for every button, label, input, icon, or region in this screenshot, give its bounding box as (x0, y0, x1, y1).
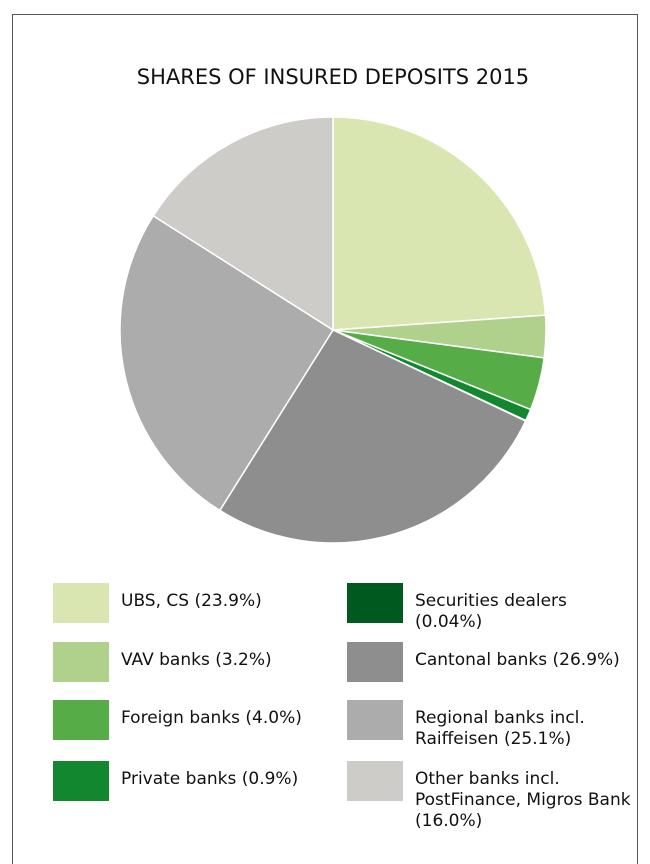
legend-swatch (53, 700, 109, 740)
legend-label: Foreign banks (4.0%) (121, 708, 302, 728)
legend-label: Cantonal banks (26.9%) (415, 650, 620, 670)
legend-item: VAV banks (3.2%) (53, 642, 338, 682)
legend-item: Cantonal banks (26.9%) (347, 642, 637, 682)
frame (12, 14, 638, 864)
legend-swatch (347, 700, 403, 740)
legend-swatch (53, 761, 109, 801)
pie-slice (218, 329, 527, 544)
legend-swatch (347, 761, 403, 801)
pie-slice (119, 214, 335, 512)
legend-item: Regional banks incl. Raiffeisen (25.1%) (347, 700, 637, 750)
legend-item: Other banks incl. PostFinance, Migros Ba… (347, 761, 637, 832)
legend-swatch (347, 642, 403, 682)
legend-label: UBS, CS (23.9%) (121, 591, 262, 611)
legend-item: UBS, CS (23.9%) (53, 583, 338, 623)
legend-swatch (347, 583, 403, 623)
legend-label: Other banks incl. PostFinance, Migros Ba… (415, 769, 631, 831)
legend-label: Securities dealers (0.04%) (415, 591, 567, 632)
legend-label: VAV banks (3.2%) (121, 650, 272, 670)
legend-label: Private banks (0.9%) (121, 769, 299, 789)
legend-item: Securities dealers (0.04%) (347, 583, 637, 633)
legend-item: Foreign banks (4.0%) (53, 700, 338, 740)
legend-swatch (53, 583, 109, 623)
chart-title: SHARES OF INSURED DEPOSITS 2015 (137, 65, 529, 89)
pie-slice (152, 116, 334, 332)
pie-slice (332, 116, 547, 331)
legend-item: Private banks (0.9%) (53, 761, 338, 801)
legend-label: Regional banks incl. Raiffeisen (25.1%) (415, 708, 585, 749)
legend-swatch (53, 642, 109, 682)
